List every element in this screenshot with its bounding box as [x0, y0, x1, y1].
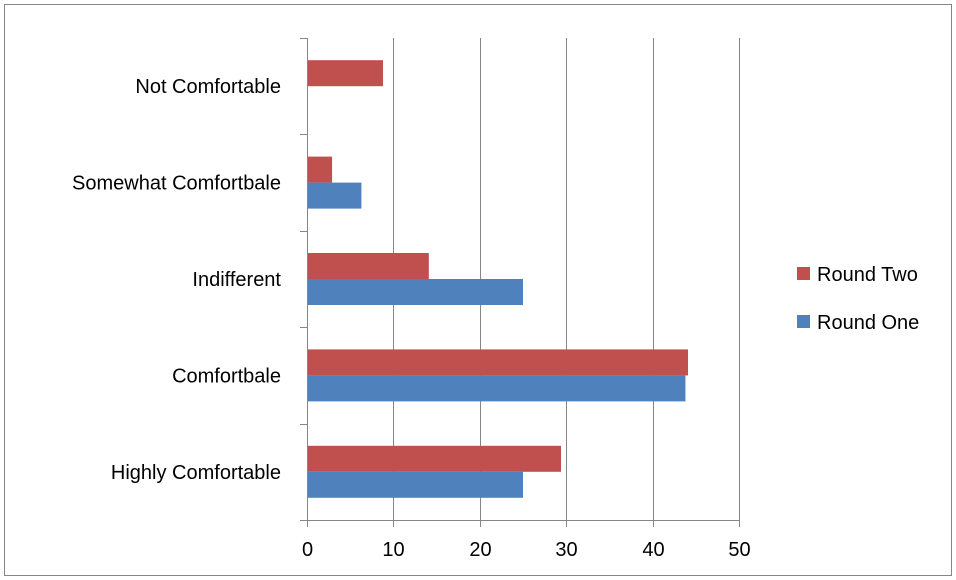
bar-round-two	[308, 60, 384, 87]
x-tick-label: 50	[728, 539, 750, 561]
x-tick-label: 40	[642, 539, 664, 561]
bar-round-two	[308, 445, 562, 472]
legend-swatch-round-one	[797, 315, 810, 328]
legend-label-round-one: Round One	[817, 312, 919, 334]
category-label: Somewhat Comfortbale	[72, 173, 281, 195]
axes	[300, 38, 740, 527]
legend-label-round-two: Round Two	[817, 264, 918, 286]
category-label: Comfortbale	[172, 365, 281, 387]
category-label: Indifferent	[192, 269, 281, 291]
category-label: Highly Comfortable	[111, 462, 281, 484]
bar-round-two	[308, 253, 429, 279]
legend-swatch-round-two	[797, 267, 810, 280]
x-tick-label: 30	[555, 539, 577, 561]
bar-round-two	[308, 349, 689, 376]
bar-round-one	[308, 375, 686, 402]
labels: 0 10 20 30 40 50 Highly Comfortable Comfortbale…	[72, 76, 751, 561]
bar-round-one	[308, 182, 362, 209]
x-tick-label: 10	[382, 539, 404, 561]
x-tick-label: 0	[302, 539, 313, 561]
legend: Round Two Round One	[797, 264, 919, 334]
category-label: Not Comfortable	[135, 76, 281, 98]
bars	[308, 60, 689, 498]
bar-round-one	[308, 279, 523, 305]
x-tick-label: 20	[469, 539, 491, 561]
bar-round-one	[308, 471, 523, 498]
bar-round-two	[308, 156, 333, 183]
